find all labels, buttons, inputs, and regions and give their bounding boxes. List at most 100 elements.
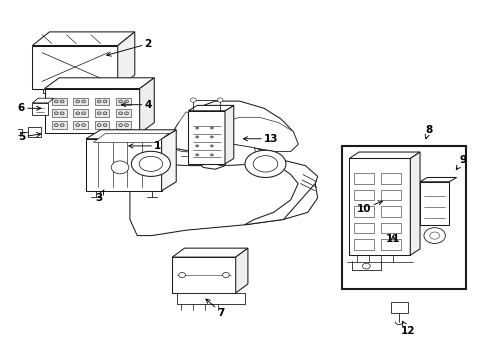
Polygon shape <box>130 142 200 169</box>
Circle shape <box>97 124 101 127</box>
Circle shape <box>210 136 213 138</box>
Circle shape <box>103 124 107 127</box>
Text: 1: 1 <box>128 141 161 151</box>
Polygon shape <box>44 78 154 89</box>
Circle shape <box>111 161 128 174</box>
Circle shape <box>210 145 213 147</box>
Polygon shape <box>235 248 247 293</box>
Circle shape <box>190 98 196 102</box>
Ellipse shape <box>244 150 285 177</box>
Polygon shape <box>32 98 54 103</box>
Bar <box>73 109 88 117</box>
Bar <box>32 103 48 116</box>
Circle shape <box>195 154 198 156</box>
Bar <box>44 89 140 134</box>
Circle shape <box>54 100 58 103</box>
Bar <box>353 190 373 201</box>
Bar <box>172 257 235 293</box>
Circle shape <box>195 127 198 129</box>
Text: 4: 4 <box>121 100 152 110</box>
Circle shape <box>97 112 101 115</box>
Polygon shape <box>130 155 317 235</box>
Circle shape <box>210 154 213 156</box>
Text: 8: 8 <box>424 125 431 139</box>
Bar <box>95 121 109 129</box>
Text: 2: 2 <box>106 39 151 56</box>
Circle shape <box>178 273 185 278</box>
Text: 7: 7 <box>205 299 224 318</box>
Text: 10: 10 <box>356 201 382 214</box>
Polygon shape <box>215 144 259 166</box>
Bar <box>380 223 400 233</box>
Circle shape <box>217 98 223 102</box>
Text: 6: 6 <box>18 103 41 113</box>
Polygon shape <box>200 144 317 225</box>
Bar <box>86 139 161 191</box>
Polygon shape <box>409 152 419 255</box>
Circle shape <box>124 100 128 103</box>
Bar <box>32 45 118 89</box>
Polygon shape <box>166 101 298 153</box>
Bar <box>341 146 466 289</box>
Circle shape <box>222 273 229 278</box>
Bar <box>52 121 66 129</box>
Polygon shape <box>188 105 233 111</box>
Ellipse shape <box>253 156 277 172</box>
Polygon shape <box>140 78 154 134</box>
Bar <box>116 109 131 117</box>
Ellipse shape <box>131 151 170 176</box>
Circle shape <box>210 127 213 129</box>
Bar <box>380 190 400 201</box>
Circle shape <box>195 145 198 147</box>
Bar <box>353 223 373 233</box>
Bar <box>390 302 407 313</box>
Circle shape <box>119 124 122 127</box>
Circle shape <box>362 263 369 269</box>
Circle shape <box>81 124 85 127</box>
Bar <box>52 98 66 105</box>
Circle shape <box>429 232 439 239</box>
Bar <box>177 293 245 304</box>
Circle shape <box>195 136 198 138</box>
Text: 11: 11 <box>385 234 400 244</box>
Text: 12: 12 <box>400 321 414 336</box>
Bar <box>353 239 373 250</box>
Bar <box>95 98 109 105</box>
Bar <box>27 127 41 137</box>
Circle shape <box>103 100 107 103</box>
Text: 5: 5 <box>18 132 41 142</box>
Circle shape <box>60 124 64 127</box>
Circle shape <box>103 112 107 115</box>
Polygon shape <box>144 142 215 166</box>
Bar <box>353 206 373 217</box>
Text: 13: 13 <box>243 134 278 144</box>
Bar <box>348 158 409 255</box>
Circle shape <box>423 228 445 243</box>
Polygon shape <box>93 134 168 142</box>
Polygon shape <box>172 248 247 257</box>
Bar <box>73 121 88 129</box>
Bar <box>73 98 88 105</box>
Bar <box>116 121 131 129</box>
Circle shape <box>124 124 128 127</box>
Polygon shape <box>419 177 456 182</box>
Bar <box>353 173 373 184</box>
Circle shape <box>124 112 128 115</box>
Circle shape <box>76 100 80 103</box>
Polygon shape <box>161 130 176 191</box>
Bar <box>419 182 448 225</box>
Ellipse shape <box>139 156 162 171</box>
Circle shape <box>54 124 58 127</box>
Circle shape <box>76 124 80 127</box>
Circle shape <box>54 112 58 115</box>
Bar <box>116 98 131 105</box>
Circle shape <box>119 100 122 103</box>
Circle shape <box>81 112 85 115</box>
Bar <box>52 109 66 117</box>
Bar <box>380 206 400 217</box>
Polygon shape <box>348 152 419 158</box>
Polygon shape <box>32 32 135 45</box>
Polygon shape <box>171 112 210 153</box>
Polygon shape <box>224 105 233 164</box>
Bar <box>380 239 400 250</box>
